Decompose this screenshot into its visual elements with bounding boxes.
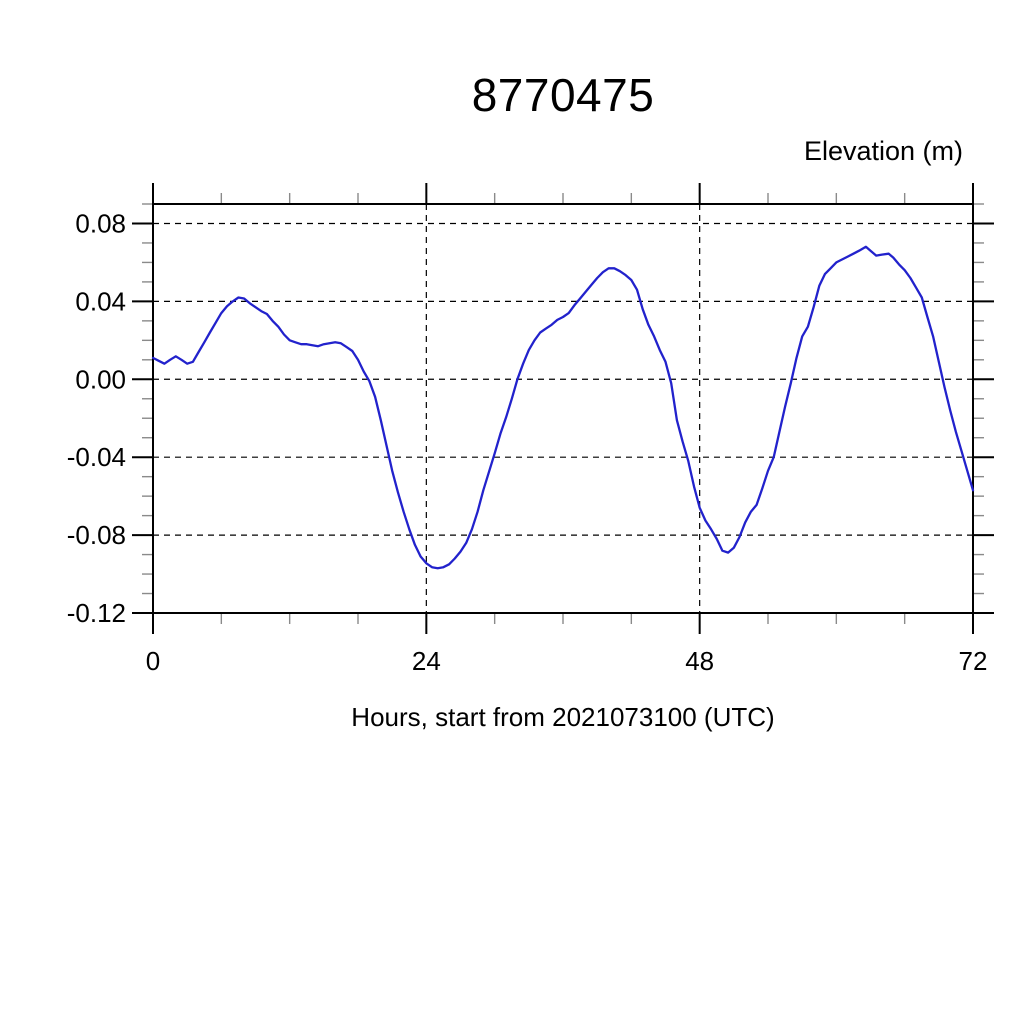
elevation-line [151,245,975,570]
chart-title: 8770475 [471,69,655,121]
y-tick-label: 0.00 [75,364,126,394]
x-tick-label: 72 [959,646,988,676]
x-axis-label: Hours, start from 2021073100 (UTC) [351,702,775,732]
x-tick-label: 0 [146,646,160,676]
y-axis-unit-label: Elevation (m) [803,136,963,166]
y-tick-label: 0.04 [75,286,126,316]
y-tick-label: 0.08 [75,208,126,238]
y-tick-label: -0.08 [67,520,126,550]
y-tick-label: -0.04 [67,442,126,472]
x-tick-label: 48 [685,646,714,676]
plot-frame [152,203,974,614]
x-tick-label: 24 [412,646,441,676]
y-tick-label: -0.12 [67,598,126,628]
